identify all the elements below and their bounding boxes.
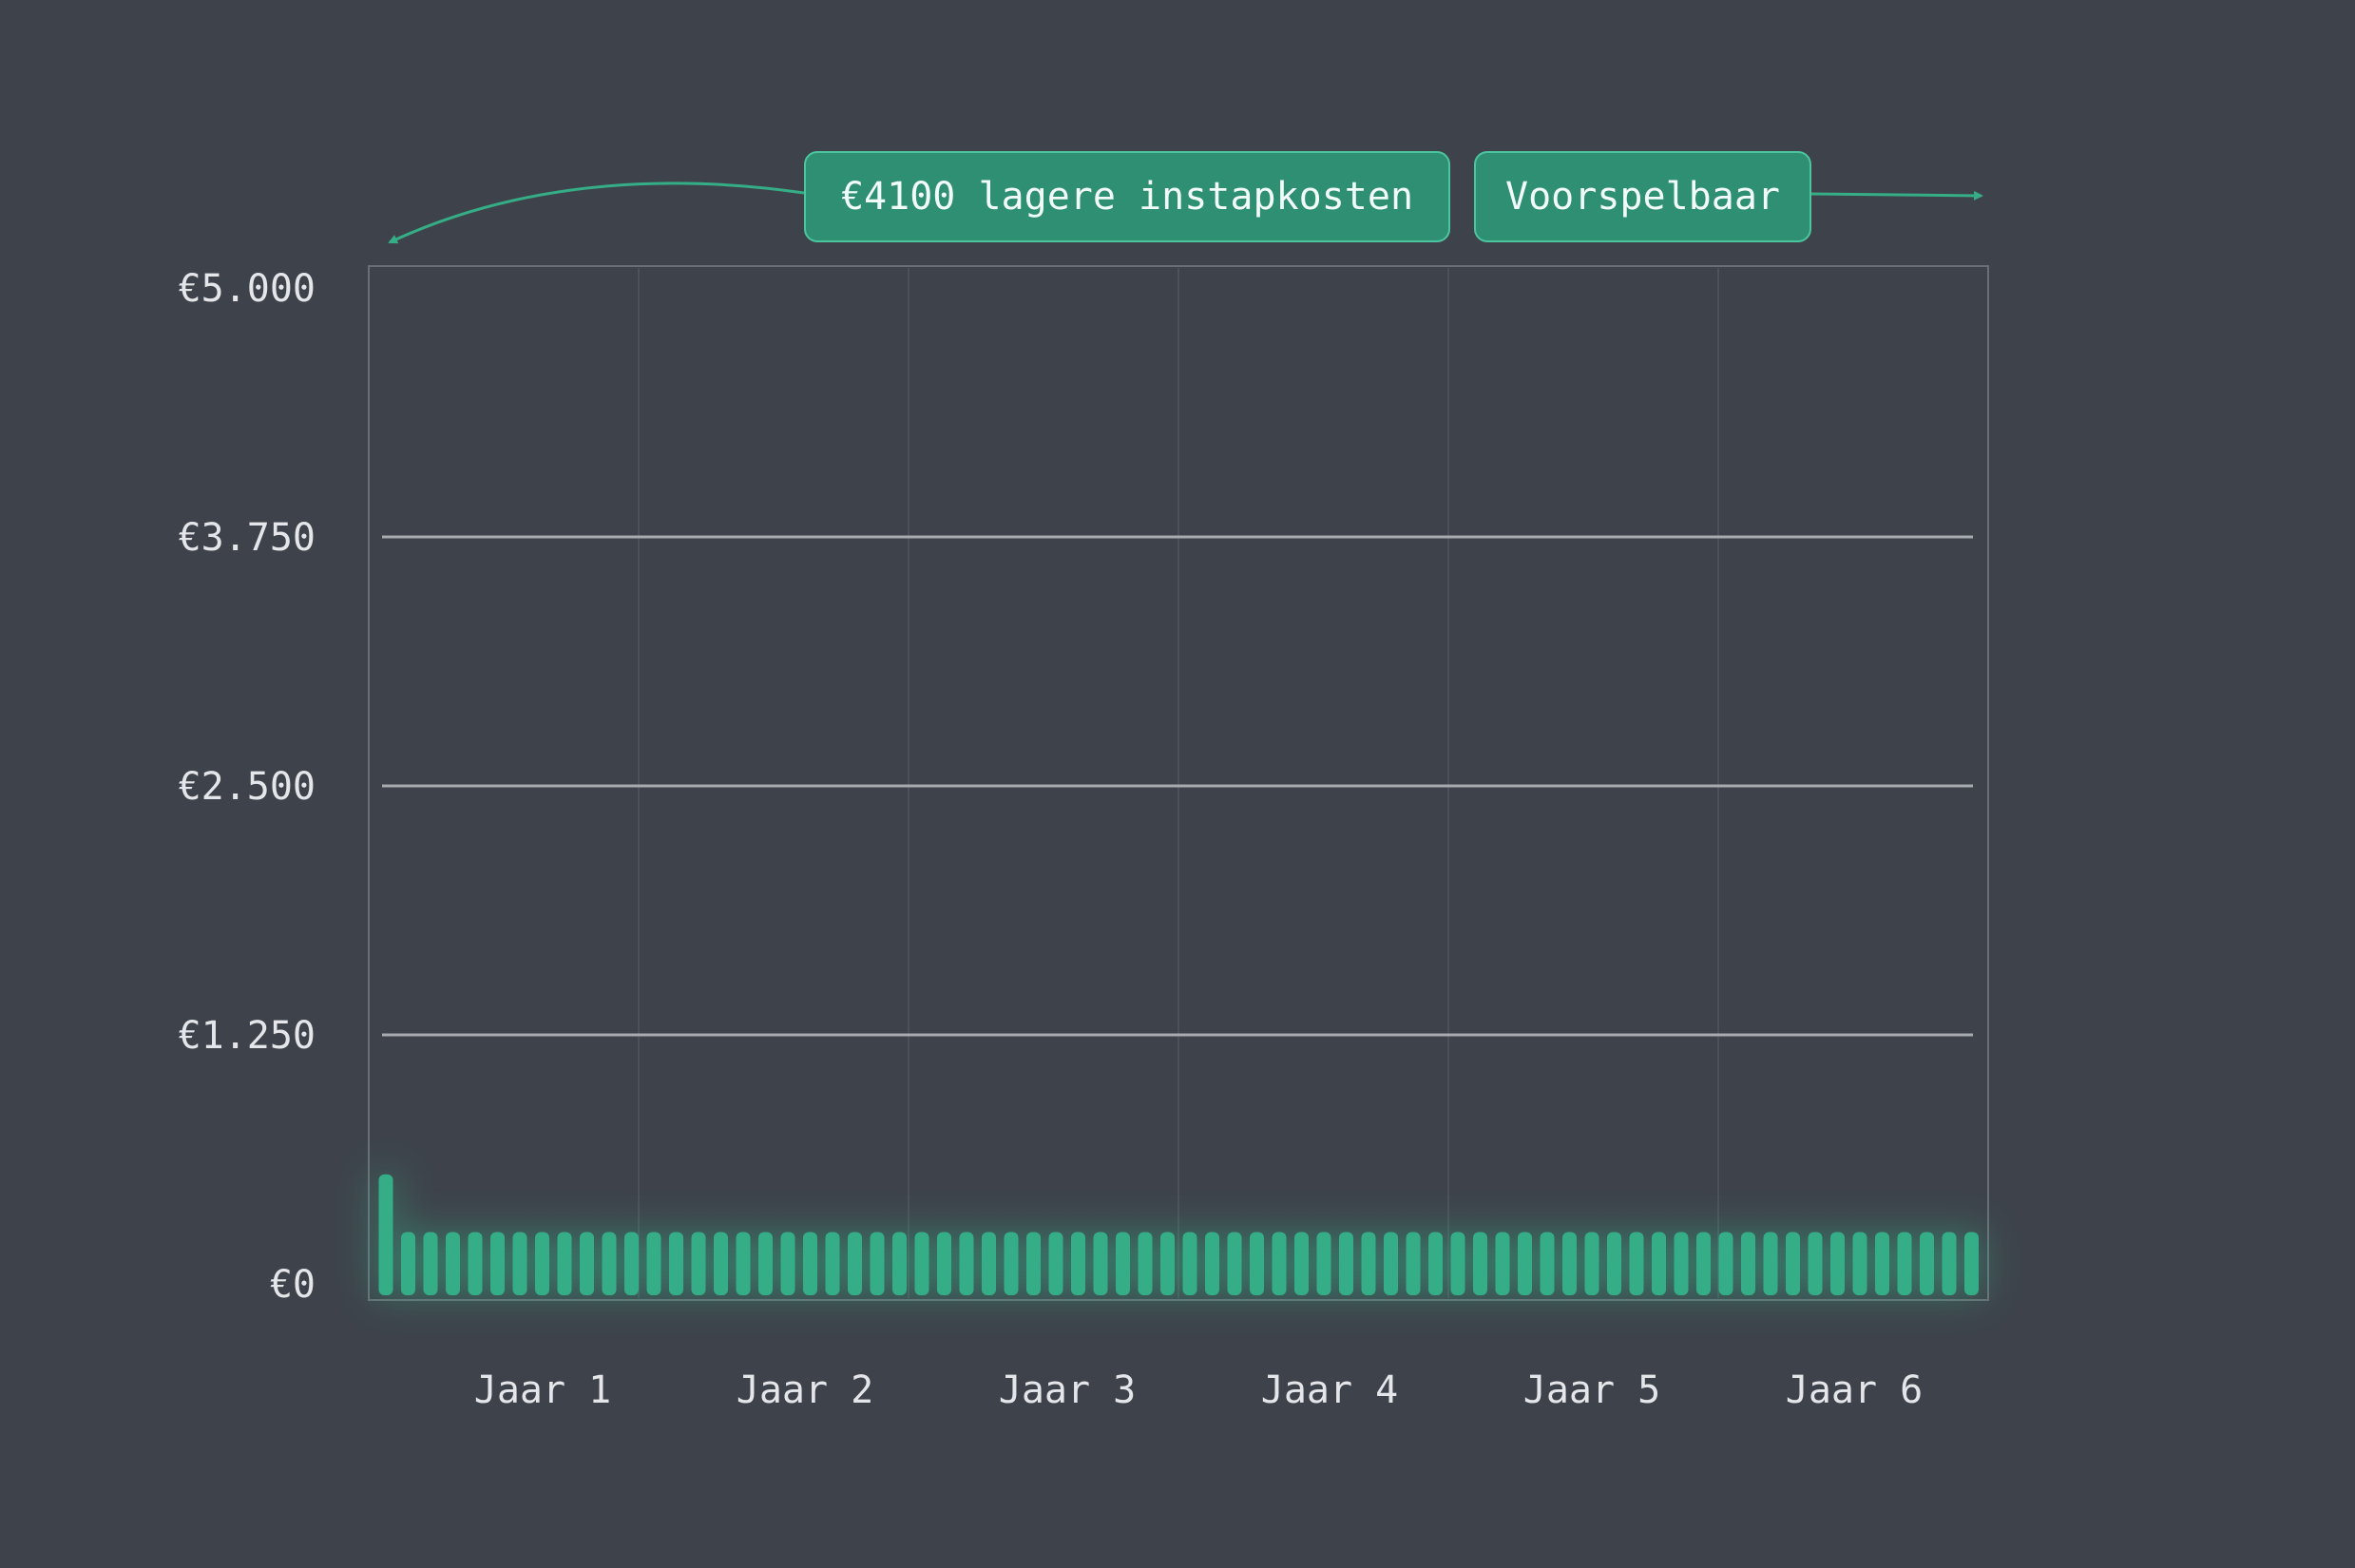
x-tick-label: Jaar 4 <box>1261 1368 1399 1412</box>
bar <box>580 1232 594 1295</box>
bar <box>870 1232 885 1295</box>
bar <box>825 1232 840 1295</box>
bar <box>1406 1232 1421 1295</box>
bar <box>1361 1232 1376 1295</box>
bar <box>490 1232 505 1295</box>
bar <box>1048 1232 1063 1295</box>
bar <box>423 1232 438 1295</box>
bar <box>1138 1232 1153 1295</box>
bar <box>1316 1232 1331 1295</box>
bar <box>937 1232 951 1295</box>
bar <box>1942 1232 1957 1295</box>
bar <box>468 1232 483 1295</box>
bar <box>512 1232 527 1295</box>
bar <box>1227 1232 1242 1295</box>
bar <box>646 1232 661 1295</box>
bar <box>1205 1232 1219 1295</box>
bar <box>848 1232 862 1295</box>
bar <box>1852 1232 1867 1295</box>
bar <box>1540 1232 1555 1295</box>
bar <box>1964 1232 1979 1295</box>
bar <box>1116 1232 1130 1295</box>
x-tick-label: Jaar 6 <box>1786 1368 1924 1412</box>
bar <box>982 1232 996 1295</box>
bar <box>1786 1232 1800 1295</box>
bar <box>1294 1232 1309 1295</box>
bar <box>1584 1232 1599 1295</box>
bar <box>1718 1232 1733 1295</box>
bar <box>1897 1232 1912 1295</box>
bar <box>1004 1232 1019 1295</box>
bar <box>1339 1232 1353 1295</box>
y-axis-ticks: €0 €1.250 €2.500 €3.750 €5.000 <box>179 267 316 1307</box>
bar <box>736 1232 751 1295</box>
bar <box>691 1232 706 1295</box>
y-tick-label: €3.750 <box>179 516 316 560</box>
bar <box>1920 1232 1934 1295</box>
y-tick-label: €2.500 <box>179 765 316 809</box>
arrow-left <box>388 182 805 244</box>
bar <box>1674 1232 1689 1295</box>
bar <box>378 1174 393 1295</box>
bar <box>1450 1232 1465 1295</box>
y-tick-label: €0 <box>270 1263 316 1307</box>
bar <box>803 1232 817 1295</box>
x-tick-label: Jaar 1 <box>474 1368 612 1412</box>
x-axis-ticks: Jaar 1 Jaar 2 Jaar 3 Jaar 4 Jaar 5 Jaar 6 <box>474 1368 1924 1412</box>
bar <box>401 1232 415 1295</box>
bars <box>378 1174 1979 1295</box>
bar <box>959 1232 974 1295</box>
bar <box>1562 1232 1577 1295</box>
bar <box>1495 1232 1510 1295</box>
bar <box>1026 1232 1041 1295</box>
bar <box>1518 1232 1532 1295</box>
bar <box>1093 1232 1108 1295</box>
horizontal-gridlines <box>382 535 1973 1037</box>
bar <box>1384 1232 1398 1295</box>
bar <box>602 1232 617 1295</box>
bar <box>780 1232 795 1295</box>
bar <box>1071 1232 1085 1295</box>
bar <box>1250 1232 1264 1295</box>
bar <box>1875 1232 1889 1295</box>
bar <box>714 1232 728 1295</box>
bar <box>1473 1232 1487 1295</box>
y-tick-label: €5.000 <box>179 267 316 311</box>
x-tick-label: Jaar 2 <box>737 1368 874 1412</box>
bar <box>892 1232 907 1295</box>
x-tick-label: Jaar 5 <box>1523 1368 1661 1412</box>
bar <box>446 1232 460 1295</box>
bar <box>1652 1232 1666 1295</box>
bar <box>624 1232 639 1295</box>
bar <box>1741 1232 1755 1295</box>
bar <box>1830 1232 1845 1295</box>
bar <box>535 1232 549 1295</box>
annotation-predictable: Voorspelbaar <box>1474 151 1811 242</box>
annotation-lower-entry-cost: €4100 lagere instapkosten <box>804 151 1450 242</box>
bar <box>1160 1232 1175 1295</box>
bar <box>557 1232 572 1295</box>
x-tick-label: Jaar 3 <box>999 1368 1137 1412</box>
bar <box>1808 1232 1823 1295</box>
bar <box>669 1232 683 1295</box>
bar <box>1272 1232 1287 1295</box>
bar <box>1607 1232 1621 1295</box>
bar <box>758 1232 773 1295</box>
arrow-right <box>1810 190 1983 201</box>
bar <box>1696 1232 1711 1295</box>
bar <box>1629 1232 1644 1295</box>
bar <box>1428 1232 1443 1295</box>
bar <box>1182 1232 1197 1295</box>
plot-frame <box>368 265 1989 1301</box>
bar <box>914 1232 929 1295</box>
y-tick-label: €1.250 <box>179 1014 316 1058</box>
bar <box>1763 1232 1778 1295</box>
vertical-gridlines <box>638 268 1719 1298</box>
